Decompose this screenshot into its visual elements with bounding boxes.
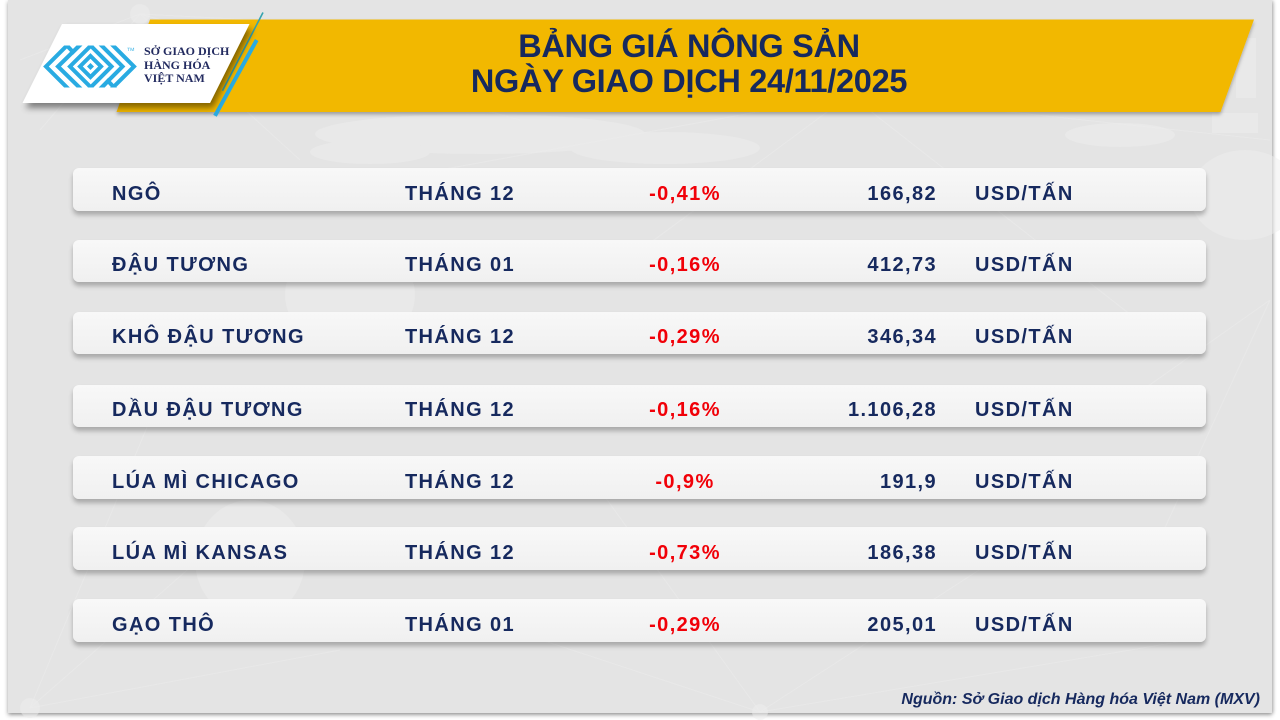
svg-text:™: ™ (127, 46, 136, 56)
